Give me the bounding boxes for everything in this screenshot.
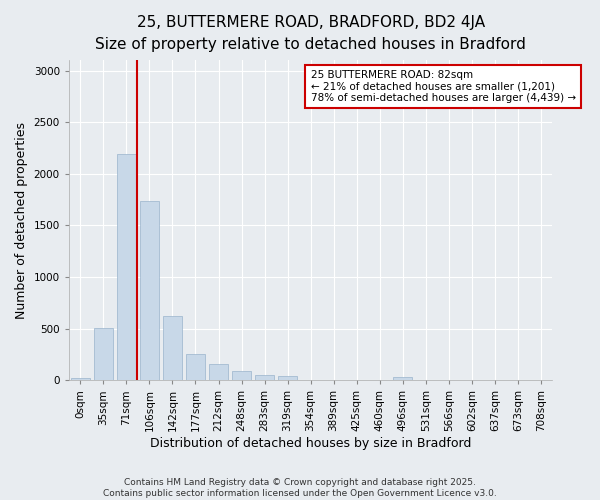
Text: 25 BUTTERMERE ROAD: 82sqm
← 21% of detached houses are smaller (1,201)
78% of se: 25 BUTTERMERE ROAD: 82sqm ← 21% of detac… (311, 70, 576, 103)
Bar (163, 316, 182, 380)
Bar (278, 376, 298, 380)
X-axis label: Distribution of detached houses by size in Bradford: Distribution of detached houses by size … (150, 437, 471, 450)
Bar (232, 371, 251, 380)
Bar (71, 378, 90, 380)
Bar (116, 154, 136, 380)
Bar (185, 354, 205, 380)
Text: Contains HM Land Registry data © Crown copyright and database right 2025.
Contai: Contains HM Land Registry data © Crown c… (103, 478, 497, 498)
Bar (209, 364, 228, 380)
Bar (255, 374, 274, 380)
Bar (140, 200, 159, 380)
Title: 25, BUTTERMERE ROAD, BRADFORD, BD2 4JA
Size of property relative to detached hou: 25, BUTTERMERE ROAD, BRADFORD, BD2 4JA S… (95, 15, 526, 52)
Bar (393, 376, 412, 380)
Bar (94, 328, 113, 380)
Y-axis label: Number of detached properties: Number of detached properties (15, 122, 28, 319)
